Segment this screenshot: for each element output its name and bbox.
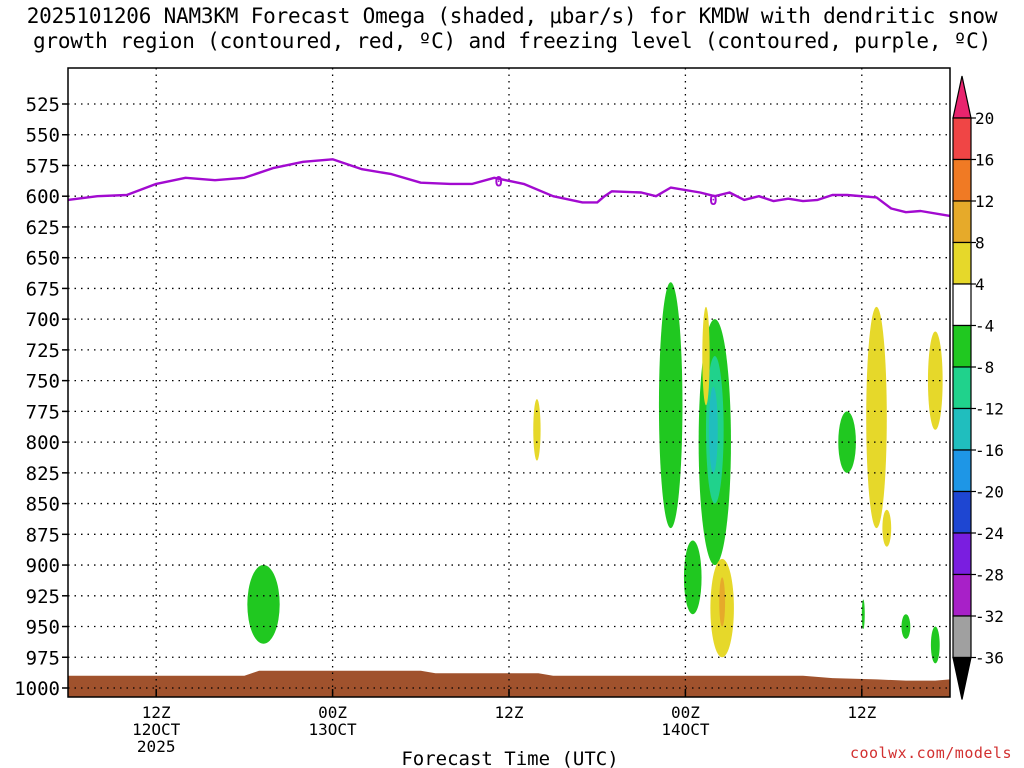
x-tick-date: 14OCT bbox=[661, 720, 710, 739]
colorbar: 20 16 12 8 4 -4 -8 -12 -16 -20 -24 -28 -32 -36 bbox=[952, 75, 1004, 700]
omega-region bbox=[838, 411, 856, 473]
omega-region bbox=[861, 599, 865, 629]
colorbar-label: 12 bbox=[975, 192, 994, 211]
plot-fill-layer bbox=[68, 282, 950, 697]
omega-region bbox=[708, 386, 718, 473]
colorbar-swatch bbox=[952, 615, 972, 659]
colorbar-bottom-arrow bbox=[952, 656, 972, 700]
watermark: coolwx.com/models bbox=[849, 744, 1012, 762]
y-tick-label: 525 bbox=[26, 94, 60, 116]
colorbar-swatch bbox=[952, 449, 972, 493]
y-tick-label: 750 bbox=[26, 371, 60, 393]
colorbar-swatch bbox=[952, 241, 972, 285]
y-tick-label: 675 bbox=[26, 278, 60, 300]
omega-region bbox=[702, 306, 710, 406]
colorbar-label: 8 bbox=[975, 234, 985, 253]
y-tick-label: 550 bbox=[26, 125, 60, 147]
y-tick-label: 925 bbox=[26, 586, 60, 608]
y-tick-label: 900 bbox=[26, 555, 60, 577]
omega-region bbox=[927, 331, 943, 430]
y-tick-label: 650 bbox=[26, 248, 60, 270]
omega-region bbox=[533, 399, 541, 461]
colorbar-label: -32 bbox=[975, 607, 1004, 626]
colorbar-label: 16 bbox=[975, 151, 994, 170]
colorbar-swatch bbox=[952, 573, 972, 617]
y-tick-label: 1000 bbox=[14, 678, 60, 700]
y-tick-label: 725 bbox=[26, 340, 60, 362]
x-tick-label: 00Z bbox=[318, 703, 347, 722]
freezing-level-line bbox=[67, 158, 951, 218]
omega-region bbox=[901, 614, 911, 639]
y-tick-label: 975 bbox=[26, 647, 60, 669]
y-tick-label: 775 bbox=[26, 401, 60, 423]
colorbar-swatch bbox=[952, 366, 972, 410]
omega-region bbox=[882, 509, 892, 547]
plot-frame bbox=[67, 67, 951, 698]
omega-region bbox=[719, 577, 726, 627]
x-tick-label: 12Z bbox=[847, 703, 876, 722]
omega-region bbox=[658, 282, 683, 529]
freezing-level-label: 0 bbox=[709, 193, 717, 209]
x-tick-label: 12Z bbox=[495, 703, 524, 722]
colorbar-label: -12 bbox=[975, 400, 1004, 419]
colorbar-swatch bbox=[952, 324, 972, 368]
colorbar-swatch bbox=[952, 200, 972, 244]
y-tick-label: 825 bbox=[26, 463, 60, 485]
colorbar-label: -16 bbox=[975, 441, 1004, 460]
colorbar-label: -28 bbox=[975, 566, 1004, 585]
y-tick-label: 875 bbox=[26, 524, 60, 546]
x-tick-date: 12OCT bbox=[132, 720, 181, 739]
y-tick-label: 700 bbox=[26, 309, 60, 331]
omega-region bbox=[683, 540, 702, 615]
colorbar-label: 4 bbox=[975, 275, 985, 294]
x-tick-label: 12Z bbox=[142, 703, 171, 722]
omega-region bbox=[247, 565, 280, 644]
colorbar-label: -4 bbox=[975, 317, 994, 336]
chart-title-line1: 2025101206 NAM3KM Forecast Omega (shaded… bbox=[26, 4, 998, 28]
chart-title-line2: growth region (contoured, red, ºC) and f… bbox=[32, 29, 992, 53]
freezing-level-label: 0 bbox=[494, 174, 502, 190]
colorbar-swatch bbox=[952, 117, 972, 161]
y-tick-label: 625 bbox=[26, 217, 60, 239]
omega-region bbox=[866, 306, 887, 529]
colorbar-swatch bbox=[952, 283, 972, 327]
x-tick-date: 13OCT bbox=[309, 720, 358, 739]
y-tick-label: 800 bbox=[26, 432, 60, 454]
y-tick-label: 600 bbox=[26, 186, 60, 208]
chart-title: 2025101206 NAM3KM Forecast Omega (shaded… bbox=[0, 4, 1024, 54]
x-tick-label: 00Z bbox=[671, 703, 700, 722]
y-tick-label: 575 bbox=[26, 155, 60, 177]
colorbar-label: -8 bbox=[975, 358, 994, 377]
y-axis: 525 550 575 600 625 650 675 700 725 750 775 800 825 8… bbox=[14, 94, 68, 700]
colorbar-swatch bbox=[952, 407, 972, 451]
x-tick-year: 2025 bbox=[137, 737, 176, 756]
grid-layer bbox=[68, 68, 950, 697]
y-tick-label: 950 bbox=[26, 617, 60, 639]
colorbar-label: -24 bbox=[975, 524, 1004, 543]
colorbar-label: -36 bbox=[975, 649, 1004, 668]
colorbar-label: 20 bbox=[975, 109, 994, 128]
colorbar-top-arrow bbox=[952, 75, 972, 119]
terrain-ground bbox=[68, 670, 950, 697]
omega-region bbox=[930, 626, 940, 664]
y-tick-label: 850 bbox=[26, 494, 60, 516]
colorbar-swatch bbox=[952, 158, 972, 202]
colorbar-label: -20 bbox=[975, 483, 1004, 502]
x-axis-label: Forecast Time (UTC) bbox=[401, 748, 618, 768]
colorbar-swatch bbox=[952, 532, 972, 576]
freezing-level-layer: 00 bbox=[67, 158, 951, 218]
colorbar-swatch bbox=[952, 490, 972, 534]
